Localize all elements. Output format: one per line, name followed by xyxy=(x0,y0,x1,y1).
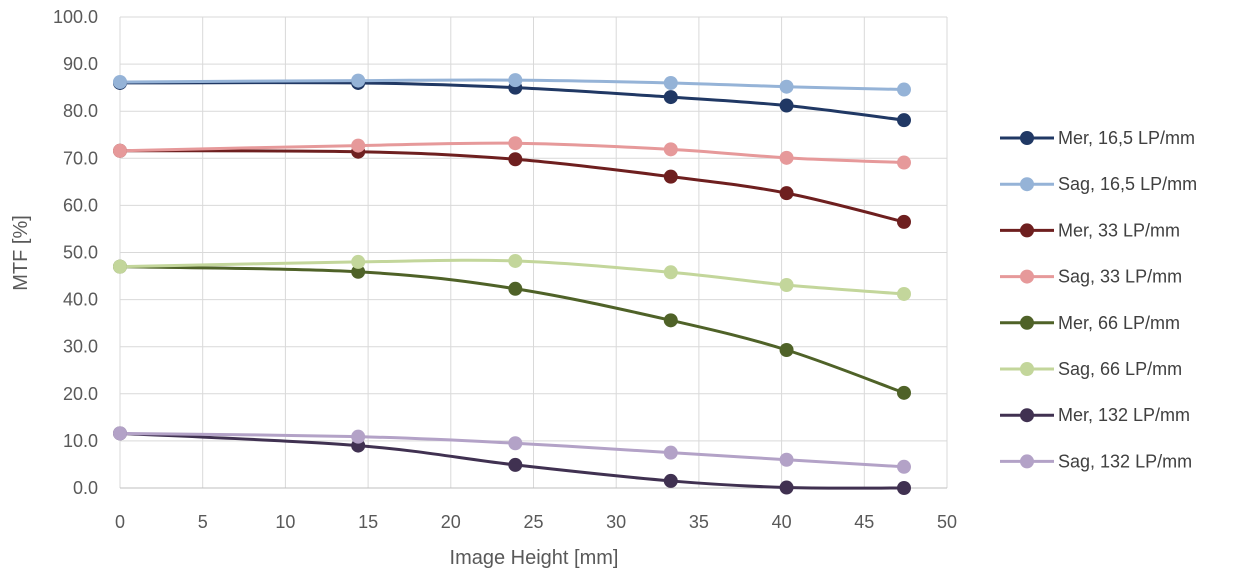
data-point-sag-33-lp-mm xyxy=(663,142,678,157)
data-point-mer-33-lp-mm xyxy=(779,186,794,201)
data-point-sag-33-lp-mm xyxy=(896,155,911,170)
y-tick-label: 30.0 xyxy=(63,337,98,357)
y-tick-label: 100.0 xyxy=(53,7,98,27)
x-tick-label: 15 xyxy=(358,512,378,532)
data-point-sag-66-lp-mm xyxy=(663,265,678,280)
legend-label: Sag, 66 LP/mm xyxy=(1058,359,1182,379)
x-tick-label: 50 xyxy=(937,512,957,532)
data-point-sag-16-5-lp-mm xyxy=(508,73,523,88)
data-point-sag-66-lp-mm xyxy=(896,286,911,301)
legend-label: Sag, 16,5 LP/mm xyxy=(1058,174,1197,194)
legend-swatch-marker xyxy=(1020,408,1034,423)
y-tick-label: 20.0 xyxy=(63,384,98,404)
legend-item: Mer, 132 LP/mm xyxy=(1000,405,1190,425)
y-tick-label: 70.0 xyxy=(63,148,98,168)
data-point-mer-16-5-lp-mm xyxy=(779,98,794,113)
x-axis-title: Image Height [mm] xyxy=(450,547,619,569)
y-axis-ticks: 0.0 10.0 20.0 30.0 40.0 50.0 60.0 70.0 80.0 90.0 1… xyxy=(53,7,98,498)
legend-item: Sag, 16,5 LP/mm xyxy=(1000,174,1197,194)
legend-item: Sag, 66 LP/mm xyxy=(1000,359,1182,379)
data-point-mer-16-5-lp-mm xyxy=(896,113,911,128)
data-point-sag-16-5-lp-mm xyxy=(663,75,678,90)
data-point-mer-66-lp-mm xyxy=(896,385,911,400)
data-point-sag-66-lp-mm xyxy=(508,253,523,268)
data-point-sag-33-lp-mm xyxy=(113,143,127,158)
legend-label: Mer, 33 LP/mm xyxy=(1058,220,1180,240)
y-axis-title: MTF [%] xyxy=(10,215,32,291)
x-tick-label: 35 xyxy=(689,512,709,532)
data-point-sag-132-lp-mm xyxy=(896,459,911,474)
legend-item: Sag, 132 LP/mm xyxy=(1000,451,1192,471)
x-tick-label: 5 xyxy=(198,512,208,532)
legend-label: Mer, 66 LP/mm xyxy=(1058,313,1180,333)
y-tick-label: 60.0 xyxy=(63,195,98,215)
legend-swatch-marker xyxy=(1020,315,1034,330)
data-point-mer-66-lp-mm xyxy=(351,264,366,279)
data-point-mer-33-lp-mm xyxy=(896,214,911,229)
legend-label: Sag, 132 LP/mm xyxy=(1058,451,1192,471)
data-point-sag-33-lp-mm xyxy=(351,138,366,153)
legend-item: Mer, 16,5 LP/mm xyxy=(1000,128,1195,148)
legend-swatch-marker xyxy=(1020,269,1034,284)
data-point-mer-33-lp-mm xyxy=(663,169,678,184)
data-point-sag-33-lp-mm xyxy=(508,136,523,151)
data-point-mer-132-lp-mm xyxy=(779,480,794,495)
data-point-sag-16-5-lp-mm xyxy=(113,74,127,89)
y-tick-label: 80.0 xyxy=(63,101,98,121)
data-point-mer-66-lp-mm xyxy=(663,313,678,328)
y-tick-label: 40.0 xyxy=(63,290,98,310)
y-tick-label: 90.0 xyxy=(63,54,98,74)
legend: Mer, 16,5 LP/mm Sag, 16,5 LP/mm Mer, 33 LP… xyxy=(1000,128,1197,471)
data-point-sag-132-lp-mm xyxy=(113,426,127,441)
y-tick-label: 10.0 xyxy=(63,431,98,451)
data-point-sag-132-lp-mm xyxy=(779,452,794,467)
data-point-mer-16-5-lp-mm xyxy=(663,90,678,105)
x-tick-label: 30 xyxy=(606,512,626,532)
data-point-sag-16-5-lp-mm xyxy=(351,73,366,88)
legend-swatch-marker xyxy=(1020,131,1034,145)
data-point-mer-132-lp-mm xyxy=(896,481,911,495)
legend-label: Mer, 132 LP/mm xyxy=(1058,405,1190,425)
y-tick-label: 50.0 xyxy=(63,243,98,263)
data-point-mer-132-lp-mm xyxy=(508,457,523,472)
legend-label: Mer, 16,5 LP/mm xyxy=(1058,128,1195,148)
data-point-sag-66-lp-mm xyxy=(351,254,366,269)
series-points xyxy=(113,73,911,495)
legend-item: Mer, 66 LP/mm xyxy=(1000,313,1180,333)
legend-swatch-marker xyxy=(1020,362,1034,376)
x-tick-label: 40 xyxy=(772,512,792,532)
x-tick-label: 20 xyxy=(441,512,461,532)
x-axis-ticks: 0 5 10 15 20 25 30 35 40 45 50 xyxy=(115,512,957,532)
legend-swatch-marker xyxy=(1020,177,1034,192)
y-tick-label: 0.0 xyxy=(73,478,98,498)
data-point-sag-132-lp-mm xyxy=(663,445,678,460)
x-tick-label: 45 xyxy=(854,512,874,532)
data-point-mer-33-lp-mm xyxy=(508,152,523,167)
data-point-sag-16-5-lp-mm xyxy=(779,79,794,94)
legend-swatch-marker xyxy=(1020,223,1034,238)
data-point-sag-132-lp-mm xyxy=(508,436,523,451)
data-point-sag-132-lp-mm xyxy=(351,429,366,444)
data-point-sag-66-lp-mm xyxy=(779,277,794,292)
legend-swatch-marker xyxy=(1020,454,1034,469)
legend-label: Sag, 33 LP/mm xyxy=(1058,267,1182,287)
x-tick-label: 25 xyxy=(523,512,543,532)
data-point-mer-66-lp-mm xyxy=(779,342,794,357)
data-point-mer-66-lp-mm xyxy=(508,281,523,296)
legend-item: Mer, 33 LP/mm xyxy=(1000,220,1180,240)
data-point-sag-16-5-lp-mm xyxy=(896,82,911,97)
x-tick-label: 0 xyxy=(115,512,125,532)
data-point-mer-132-lp-mm xyxy=(663,473,678,488)
x-tick-label: 10 xyxy=(275,512,295,532)
data-point-sag-33-lp-mm xyxy=(779,150,794,165)
legend-item: Sag, 33 LP/mm xyxy=(1000,267,1182,287)
data-point-sag-66-lp-mm xyxy=(113,259,127,274)
